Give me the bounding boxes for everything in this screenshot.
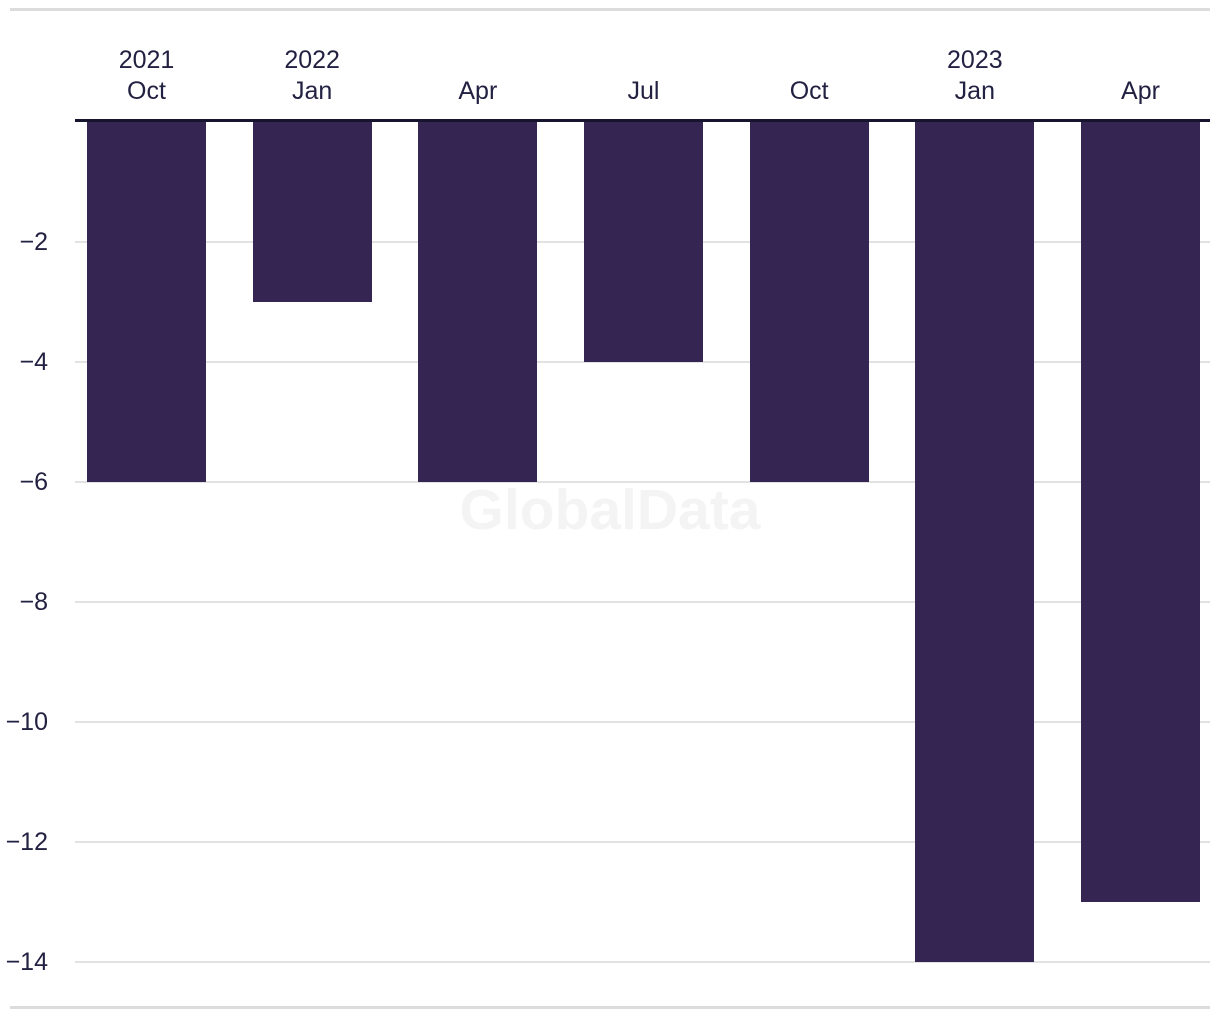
bar-2022-jan[interactable] — [252, 122, 372, 302]
gridline-8 — [75, 601, 1210, 603]
y-tick-label-10: −10 — [5, 708, 48, 736]
x-tick-month-0: Oct — [127, 77, 166, 105]
bottom-border-line — [10, 1006, 1210, 1009]
bar-2023-apr[interactable] — [1081, 122, 1200, 902]
bar-2023-jan[interactable] — [915, 122, 1035, 962]
gridline-6 — [75, 481, 1210, 483]
x-tick-year-2021: 2021 — [118, 46, 175, 74]
watermark: GlobalData — [459, 478, 761, 542]
y-tick-label-2: −2 — [19, 228, 48, 256]
bar-2022-oct[interactable] — [749, 122, 869, 482]
x-tick-month-5: Jan — [954, 77, 995, 105]
y-tick-label-6: −6 — [19, 468, 48, 496]
gridline-4 — [75, 361, 1210, 363]
x-tick-year-2023: 2023 — [947, 46, 1003, 74]
y-tick-label-12: −12 — [5, 828, 48, 856]
gridline-14 — [75, 961, 1210, 963]
x-tick-month-4: Oct — [789, 77, 829, 105]
x-tick-month-2: Apr — [458, 77, 498, 105]
y-tick-label-8: −8 — [19, 588, 48, 616]
x-tick-month-6: Apr — [1121, 77, 1160, 105]
y-tick-label-14: −14 — [5, 948, 48, 976]
top-border-line — [10, 8, 1210, 11]
bar-2022-jul[interactable] — [584, 122, 703, 362]
x-axis-line — [75, 119, 1210, 122]
y-tick-label-4: −4 — [19, 348, 48, 376]
bar-2022-apr[interactable] — [418, 122, 538, 482]
x-tick-month-3: Jul — [627, 77, 660, 105]
bar-2021-oct[interactable] — [87, 122, 206, 482]
x-tick-year-2022: 2022 — [284, 46, 340, 74]
gridline-10 — [75, 721, 1210, 723]
x-tick-month-1: Jan — [292, 77, 333, 105]
gridline-12 — [75, 841, 1210, 843]
